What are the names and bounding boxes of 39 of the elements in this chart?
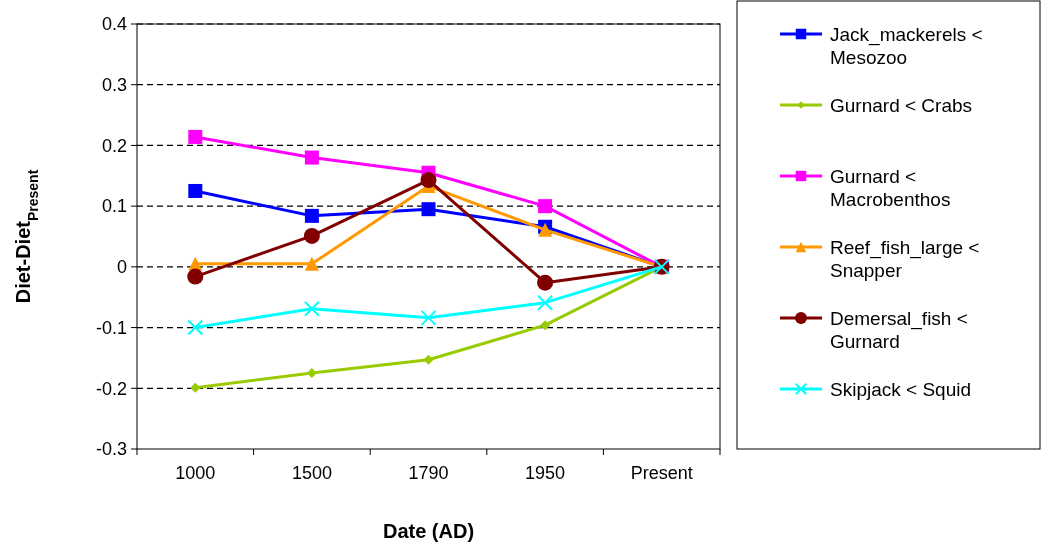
legend-label: Skipjack < Squid (830, 378, 971, 400)
y-tick-label: 0.3 (101, 75, 127, 96)
point (187, 319, 204, 336)
x-axis-title: Date (AD) (382, 520, 475, 542)
point (421, 202, 436, 217)
point (303, 227, 320, 244)
x-tick-label: 1000 (175, 463, 216, 483)
legend-label: Jack_mackerels < Mesozoo (830, 23, 983, 69)
point (303, 300, 320, 317)
x-tick-label: Present (630, 463, 693, 483)
point (306, 368, 317, 379)
point (537, 274, 554, 291)
point (420, 172, 437, 189)
y-tick-label: 0 (116, 257, 127, 278)
point (538, 199, 553, 214)
point (190, 382, 201, 393)
legend-label: Demersal_fish < Gurnard (830, 307, 968, 353)
point (304, 150, 319, 165)
point (304, 256, 319, 271)
y-tick-label: -0.3 (95, 439, 127, 460)
legend-label: Gurnard < Crabs (830, 94, 973, 116)
point (304, 208, 319, 223)
x-tick-label: 1950 (525, 463, 566, 483)
x-tick-label: 1500 (291, 463, 332, 483)
y-tick-label: -0.2 (95, 378, 127, 399)
point (187, 268, 204, 285)
legend-label: Reef_fish_large < Snapper (830, 236, 980, 282)
point (420, 309, 437, 326)
legend-label: Gurnard < Macrobenthos (830, 165, 951, 211)
point (188, 129, 203, 144)
point (423, 354, 434, 365)
y-tick-label: -0.1 (95, 317, 127, 338)
y-tick-label: 0.2 (101, 135, 127, 156)
point (537, 294, 554, 311)
y-tick-label: 0.1 (101, 196, 127, 217)
point (188, 183, 203, 198)
y-tick-label: 0.4 (101, 14, 127, 35)
x-tick-label: 1790 (408, 463, 449, 483)
point (540, 320, 551, 331)
